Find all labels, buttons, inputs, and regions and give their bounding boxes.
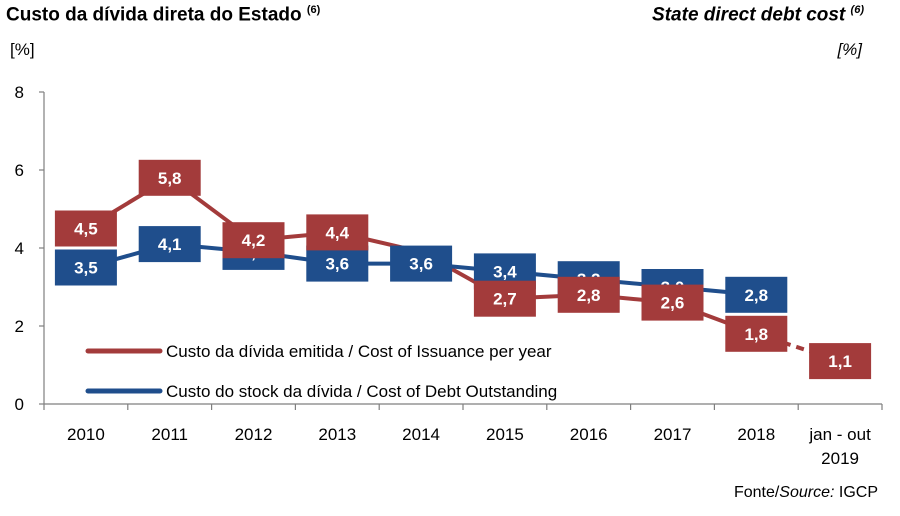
chart-title-pt: Custo da dívida direta do Estado (6) [6, 4, 321, 26]
footnote-marker-en: (6) [850, 4, 864, 16]
x-tick-label: 2018 [737, 425, 775, 444]
data-label-outstanding: 3,5 [74, 259, 98, 278]
data-label-issuance: 4,2 [242, 231, 266, 250]
x-tick-label: 2015 [486, 425, 524, 444]
x-tick-label: 2010 [67, 425, 105, 444]
data-label-issuance: 5,8 [158, 169, 182, 188]
legend-label-outstanding: Custo do stock da dívida / Cost of Debt … [166, 382, 557, 401]
x-tick-label: 2019 [821, 449, 859, 468]
data-label-box-outstanding [54, 249, 117, 286]
legend-label-issuance: Custo da dívida emitida / Cost of Issuan… [166, 342, 552, 361]
data-label-box-issuance [138, 159, 201, 196]
y-unit-label: [%] [10, 40, 35, 59]
x-tick-label: 2016 [570, 425, 608, 444]
data-label-box-issuance [473, 280, 536, 317]
data-label-box-issuance [222, 222, 285, 259]
data-label-box-issuance [306, 214, 369, 251]
data-label-issuance: 4,4 [325, 223, 349, 242]
x-tick-label: jan - out [808, 425, 871, 444]
y-tick-label: 0 [15, 395, 24, 414]
data-label-box-issuance [557, 276, 620, 313]
data-label-issuance: 1,8 [744, 325, 768, 344]
source-note: Fonte/Source: IGCP [733, 484, 878, 501]
data-label-outstanding: 3,4 [493, 262, 517, 281]
y-tick-label: 6 [15, 161, 24, 180]
x-tick-label: 2013 [318, 425, 356, 444]
footnote-marker: (6) [306, 4, 321, 16]
data-label-box-outstanding [390, 245, 453, 282]
data-label-issuance: 1,1 [828, 352, 852, 371]
y-tick-label: 2 [15, 317, 24, 336]
x-tick-label: 2012 [235, 425, 273, 444]
data-label-outstanding: 3,6 [325, 255, 349, 274]
data-label-box-outstanding [725, 276, 788, 313]
x-tick-label: 2014 [402, 425, 440, 444]
data-label-box-issuance [809, 343, 872, 380]
data-label-issuance: 2,7 [493, 290, 517, 309]
data-label-box-issuance [725, 315, 788, 352]
y-tick-label: 4 [15, 239, 24, 258]
chart-title-en: State direct debt cost (6) [652, 4, 864, 26]
data-label-issuance: 2,6 [661, 294, 685, 313]
data-label-outstanding: 3,6 [409, 255, 433, 274]
y-tick-label: 8 [15, 83, 24, 102]
data-label-box-outstanding [138, 226, 201, 263]
y-unit-label-en: [%] [837, 40, 862, 59]
data-label-box-issuance [641, 284, 704, 321]
data-label-box-outstanding [306, 245, 369, 282]
x-tick-label: 2011 [151, 425, 188, 444]
data-label-box-issuance [54, 210, 117, 247]
data-label-issuance: 4,5 [74, 220, 98, 239]
data-label-outstanding: 2,8 [744, 286, 768, 305]
data-label-outstanding: 4,1 [158, 235, 182, 254]
x-tick-label: 2017 [654, 425, 692, 444]
data-label-issuance: 2,8 [577, 286, 601, 305]
